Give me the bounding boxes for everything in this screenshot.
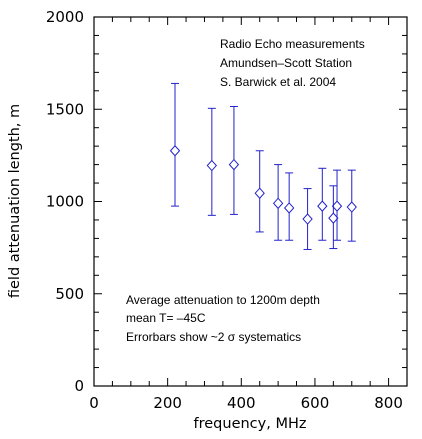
y-tick-label: 1000 [46, 193, 84, 211]
data-point [302, 188, 313, 250]
annotation-line: Radio Echo measurements [220, 37, 365, 51]
annotation-line: Amundsen–Scott Station [220, 56, 352, 70]
y-axis-label: field attenuation length, m [7, 104, 23, 298]
data-point [283, 172, 295, 241]
diamond-marker [169, 145, 181, 157]
diamond-marker [328, 212, 339, 224]
y-tick-label: 1500 [46, 100, 84, 118]
data-point [228, 105, 240, 215]
annotation-bottom: Average attenuation to 1200m depth mean … [126, 293, 320, 344]
data-point [317, 167, 328, 241]
x-tick-label: 600 [301, 394, 330, 412]
data-point [169, 82, 181, 207]
x-tick-label: 0 [89, 394, 99, 412]
data-point [328, 185, 339, 250]
diamond-marker [302, 213, 313, 225]
diamond-marker [283, 202, 295, 214]
tick-labels: 0 200 400 600 800 0 500 1000 1500 2000 [46, 8, 403, 412]
diamond-marker [206, 159, 218, 172]
x-tick-label: 400 [227, 394, 256, 412]
diamond-marker [272, 197, 284, 210]
annotation-line: mean T= –45C [126, 311, 206, 325]
data-marks [169, 82, 357, 250]
data-point [346, 169, 357, 242]
annotation-line: Errorbars show ~2 σ systematics [126, 330, 301, 344]
data-point [331, 169, 343, 241]
x-tick-label: 200 [153, 394, 182, 412]
axis-ticks [93, 16, 408, 387]
y-tick-label: 500 [55, 285, 84, 303]
diamond-marker [317, 200, 328, 212]
diamond-marker [346, 201, 357, 213]
x-tick-label: 800 [374, 394, 403, 412]
y-tick-label: 2000 [46, 8, 84, 26]
diamond-marker [228, 158, 240, 171]
annotation-top: Radio Echo measurements Amundsen–Scott S… [220, 37, 365, 89]
diamond-marker [254, 187, 265, 199]
x-axis-label: frequency, MHz [194, 416, 307, 432]
data-point [206, 107, 218, 216]
diamond-marker [331, 200, 343, 212]
annotation-line: S. Barwick et al. 2004 [220, 75, 336, 89]
data-point [254, 150, 265, 233]
annotation-line: Average attenuation to 1200m depth [126, 293, 320, 307]
y-tick-label: 0 [74, 377, 84, 395]
data-point [272, 164, 284, 241]
